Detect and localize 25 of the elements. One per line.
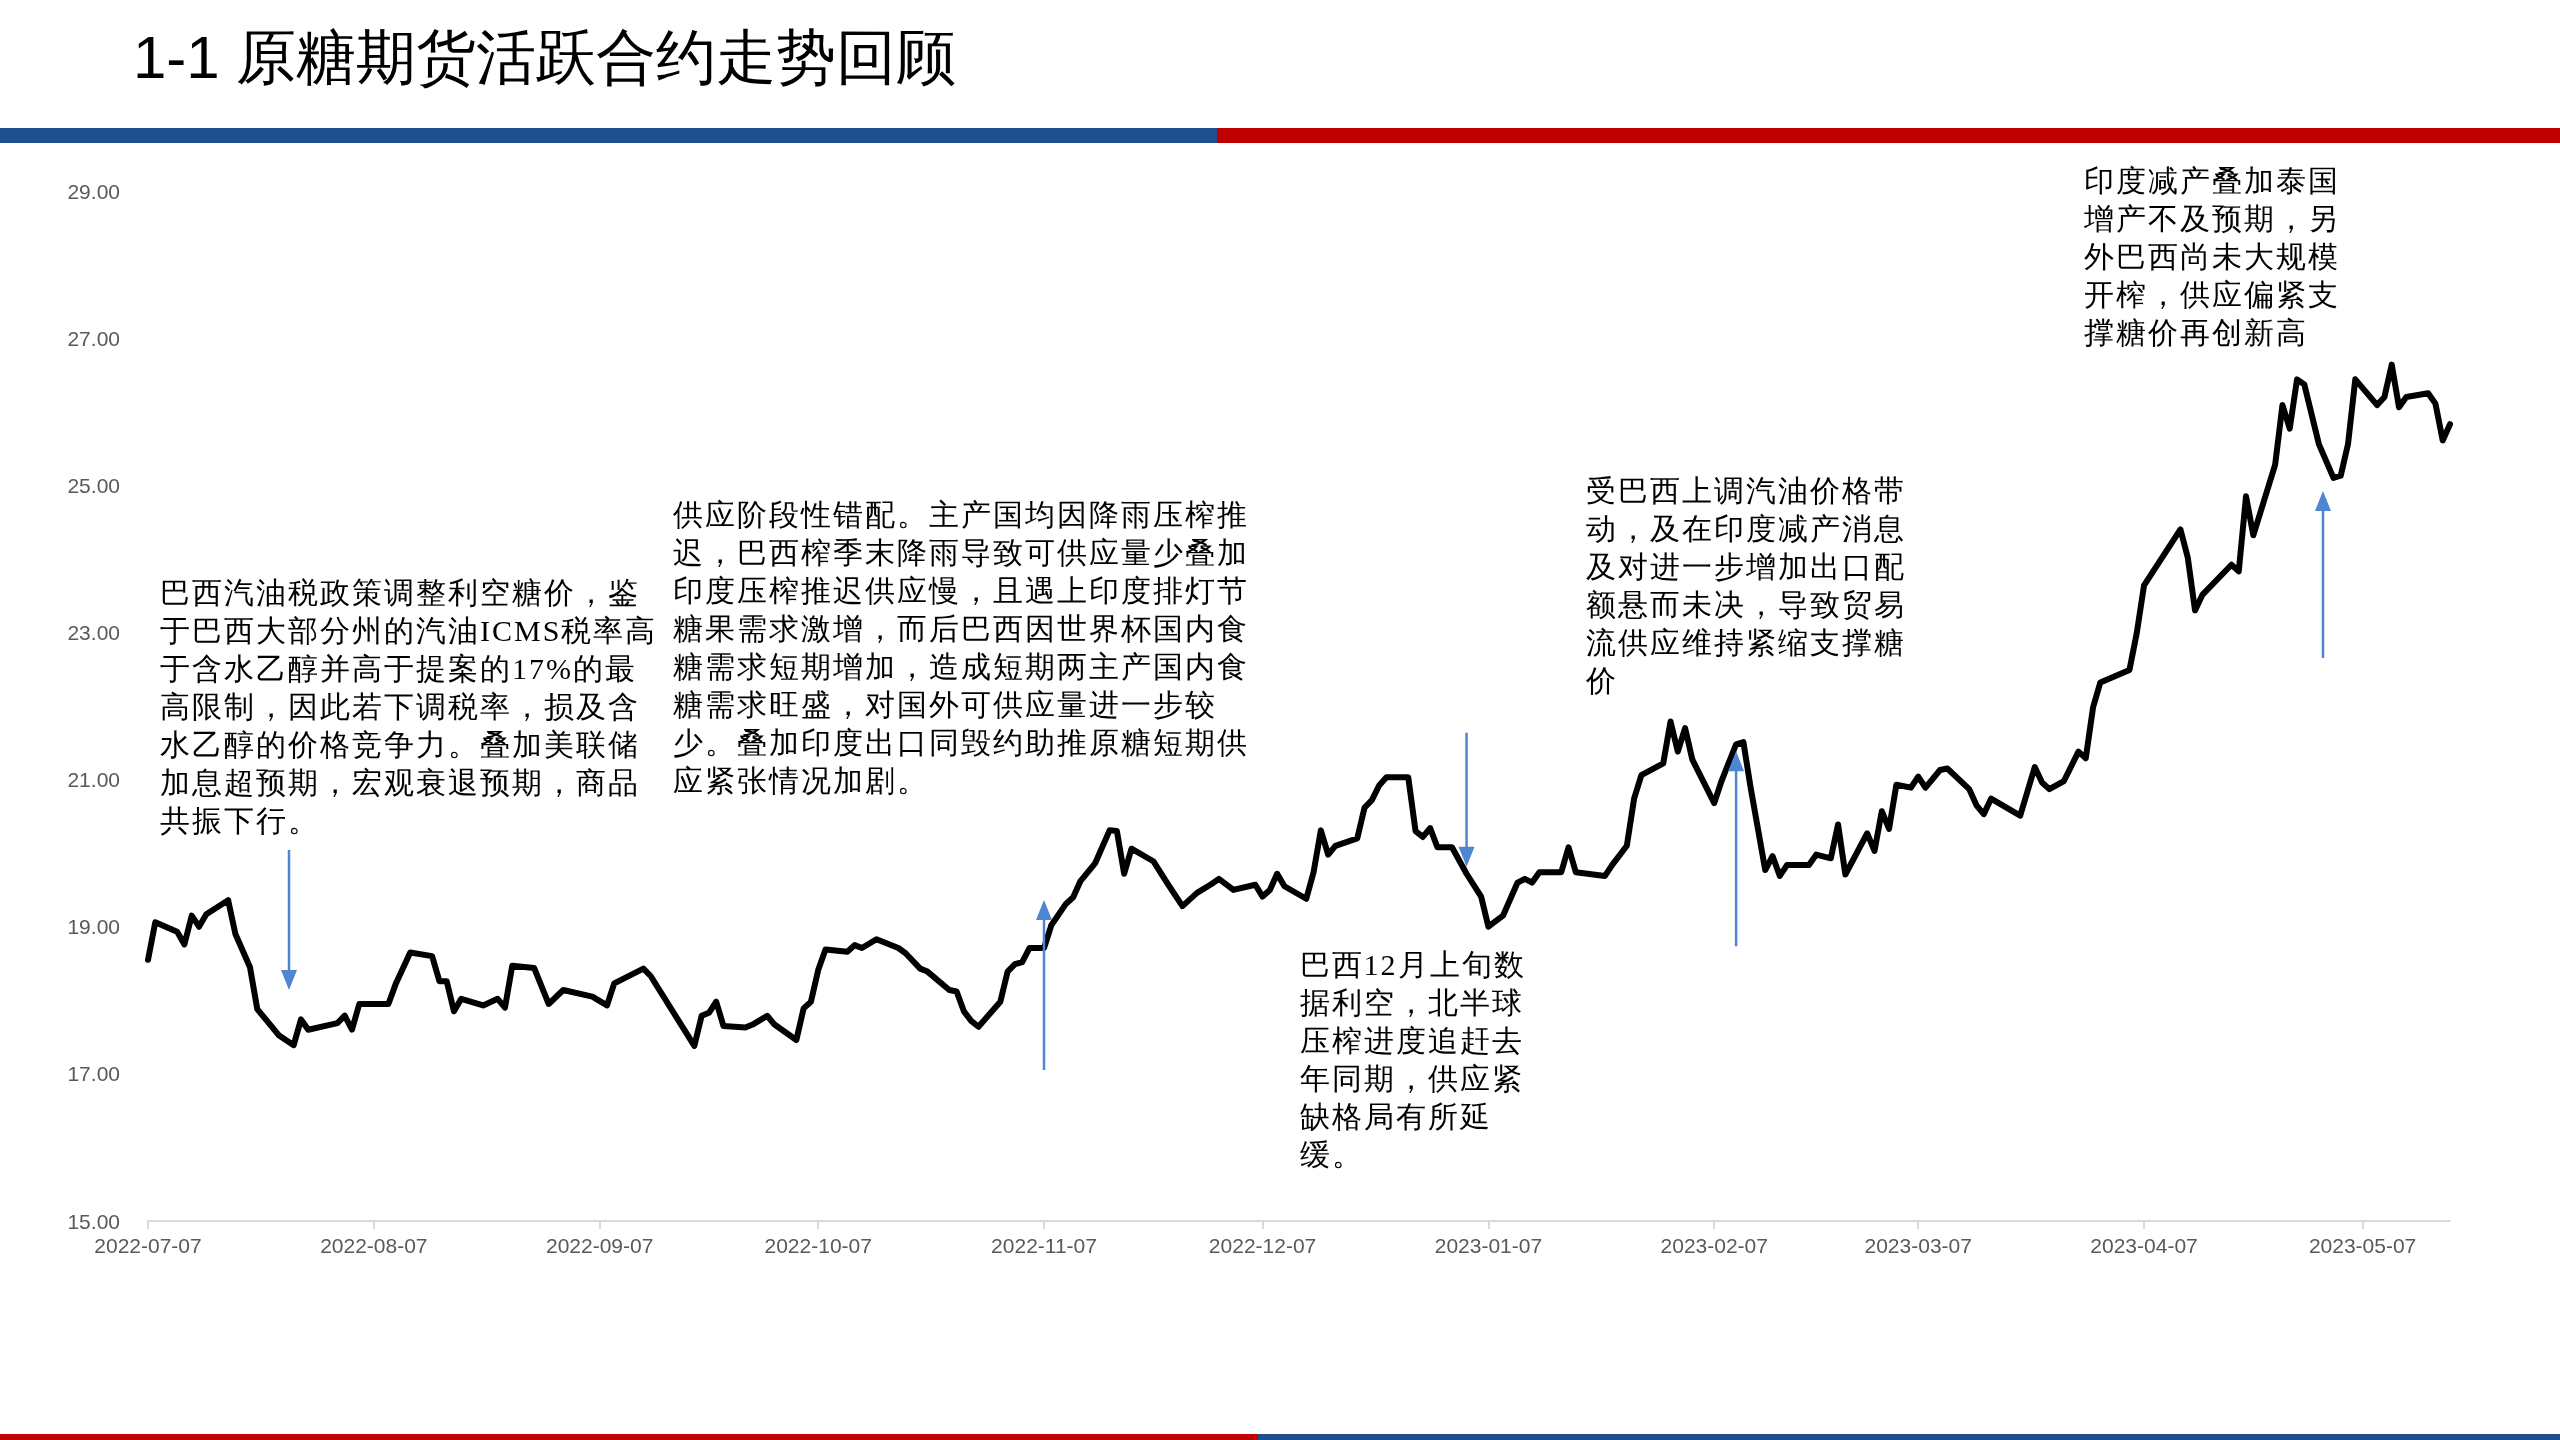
- x-tick-label: 2023-01-07: [1434, 1234, 1543, 1257]
- x-tick-label: 2022-10-07: [764, 1234, 872, 1257]
- annotation: 供应阶段性错配。主产国均因降雨压榨推迟，巴西榨季末降雨导致可供应量少叠加印度压榨推迟供应慢，且遇上印度排灯节糖果需求激增，而后巴西因世界杯国内食糖需求短期增加，造成短期两主产国内食糖需求旺盛，对国外可供应量进一步较少。叠加印度出口同毁约助推原糖短期供应紧张情况加剧。: [673, 497, 1250, 799]
- x-tick-label: 2022-08-07: [320, 1234, 428, 1257]
- y-tick-label: 23.00: [67, 620, 120, 644]
- y-tick-label: 21.00: [67, 768, 120, 792]
- y-tick-label: 27.00: [67, 326, 120, 350]
- chart-title: 1-1 原糖期货活跃合约走势回顾: [133, 23, 957, 91]
- annotation: 印度减产叠加泰国增产不及预期，另外巴西尚未大规模开榨，供应偏紧支撑糖价再创新高: [2084, 163, 2341, 351]
- y-tick-label: 19.00: [67, 915, 120, 939]
- x-tick-label: 2023-03-07: [1864, 1234, 1972, 1257]
- y-tick-label: 29.00: [67, 179, 120, 203]
- annotation: 巴西12月上旬数据利空，北半球压榨进度追赶去年同期，供应紧缺格局有所延缓。: [1299, 946, 1527, 1173]
- x-tick-label: 2022-12-07: [1208, 1234, 1317, 1257]
- x-tick-label: 2022-09-07: [545, 1234, 654, 1257]
- y-tick-label: 15.00: [67, 1209, 120, 1233]
- x-tick-label: 2023-02-07: [1660, 1234, 1768, 1257]
- x-tick-label: 2022-11-07: [991, 1234, 1097, 1257]
- annotation: 巴西汽油税政策调整利空糖价，鉴于巴西大部分州的汽油ICMS税率高于含水乙醇并高于提案的17%的最高限制，因此若下调税率，损及含水乙醇的价格竞争力。叠加美联储加息超预期，宏观衰退预期，商品共振下行。: [160, 575, 659, 839]
- x-tick-label: 2023-05-07: [2308, 1234, 2417, 1257]
- x-tick-label: 2023-04-07: [2090, 1234, 2198, 1257]
- y-tick-label: 17.00: [67, 1062, 120, 1086]
- y-tick-label: 25.00: [67, 473, 120, 497]
- x-tick-label: 2022-07-07: [94, 1234, 202, 1257]
- annotation: 受巴西上调汽油价格带动，及在印度减产消息及对进一步增加出口配额悬而未决，导致贸易流供应维持紧缩支撑糖价: [1586, 473, 1908, 700]
